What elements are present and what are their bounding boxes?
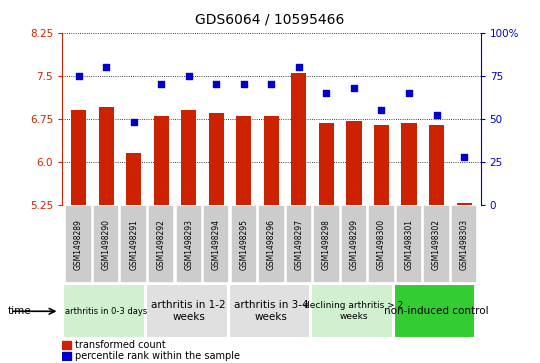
Point: [130, 119, 138, 125]
Bar: [311, 284, 393, 338]
Bar: [64, 284, 145, 338]
Text: transformed count: transformed count: [76, 340, 166, 350]
Text: GSM1498293: GSM1498293: [184, 219, 193, 270]
Bar: [154, 116, 169, 205]
Bar: [258, 205, 285, 283]
Point: [212, 82, 221, 87]
Text: non-induced control: non-induced control: [384, 306, 489, 316]
Text: GSM1498301: GSM1498301: [404, 219, 414, 270]
Point: [404, 90, 413, 96]
Bar: [374, 125, 389, 205]
Text: GSM1498291: GSM1498291: [129, 219, 138, 270]
Bar: [120, 205, 147, 283]
Point: [432, 113, 441, 118]
Bar: [62, 341, 71, 349]
Bar: [228, 284, 310, 338]
Bar: [181, 110, 197, 205]
Text: GSM1498299: GSM1498299: [349, 219, 359, 270]
Bar: [423, 205, 450, 283]
Bar: [368, 205, 395, 283]
Text: GSM1498294: GSM1498294: [212, 219, 221, 270]
Bar: [99, 107, 114, 205]
Bar: [231, 205, 257, 283]
Text: GSM1498296: GSM1498296: [267, 219, 276, 270]
Text: GSM1498300: GSM1498300: [377, 219, 386, 270]
Point: [349, 85, 358, 91]
Bar: [126, 153, 141, 205]
Point: [157, 82, 166, 87]
Bar: [451, 205, 477, 283]
Point: [75, 73, 83, 79]
Bar: [93, 205, 119, 283]
Bar: [203, 205, 230, 283]
Bar: [71, 110, 86, 205]
Text: GDS6064 / 10595466: GDS6064 / 10595466: [195, 13, 345, 27]
Bar: [313, 205, 340, 283]
Bar: [456, 203, 471, 205]
Bar: [341, 205, 367, 283]
Text: GSM1498298: GSM1498298: [322, 219, 331, 270]
Point: [240, 82, 248, 87]
Bar: [209, 113, 224, 205]
Bar: [236, 116, 252, 205]
Bar: [429, 125, 444, 205]
Text: declining arthritis > 2
weeks: declining arthritis > 2 weeks: [305, 301, 403, 321]
Text: time: time: [8, 306, 32, 316]
Bar: [148, 205, 174, 283]
Text: GSM1498297: GSM1498297: [294, 219, 303, 270]
Bar: [176, 205, 202, 283]
Bar: [396, 205, 422, 283]
Bar: [319, 123, 334, 205]
Text: GSM1498290: GSM1498290: [102, 219, 111, 270]
Bar: [291, 73, 307, 205]
Text: GSM1498303: GSM1498303: [460, 219, 469, 270]
Point: [460, 154, 468, 160]
Text: percentile rank within the sample: percentile rank within the sample: [76, 351, 240, 361]
Point: [185, 73, 193, 79]
Bar: [264, 116, 279, 205]
Point: [267, 82, 275, 87]
Bar: [146, 284, 227, 338]
Point: [294, 64, 303, 70]
Text: arthritis in 1-2
weeks: arthritis in 1-2 weeks: [151, 300, 226, 322]
Text: GSM1498295: GSM1498295: [239, 219, 248, 270]
Bar: [394, 284, 475, 338]
Bar: [286, 205, 312, 283]
Text: arthritis in 3-4
weeks: arthritis in 3-4 weeks: [234, 300, 309, 322]
Point: [102, 64, 111, 70]
Point: [377, 107, 386, 113]
Bar: [65, 205, 92, 283]
Point: [322, 90, 330, 96]
Bar: [401, 123, 416, 205]
Text: GSM1498289: GSM1498289: [74, 219, 83, 270]
Text: arthritis in 0-3 days: arthritis in 0-3 days: [65, 307, 147, 316]
Bar: [62, 352, 71, 360]
Text: GSM1498302: GSM1498302: [432, 219, 441, 270]
Text: GSM1498292: GSM1498292: [157, 219, 166, 270]
Bar: [346, 121, 361, 205]
